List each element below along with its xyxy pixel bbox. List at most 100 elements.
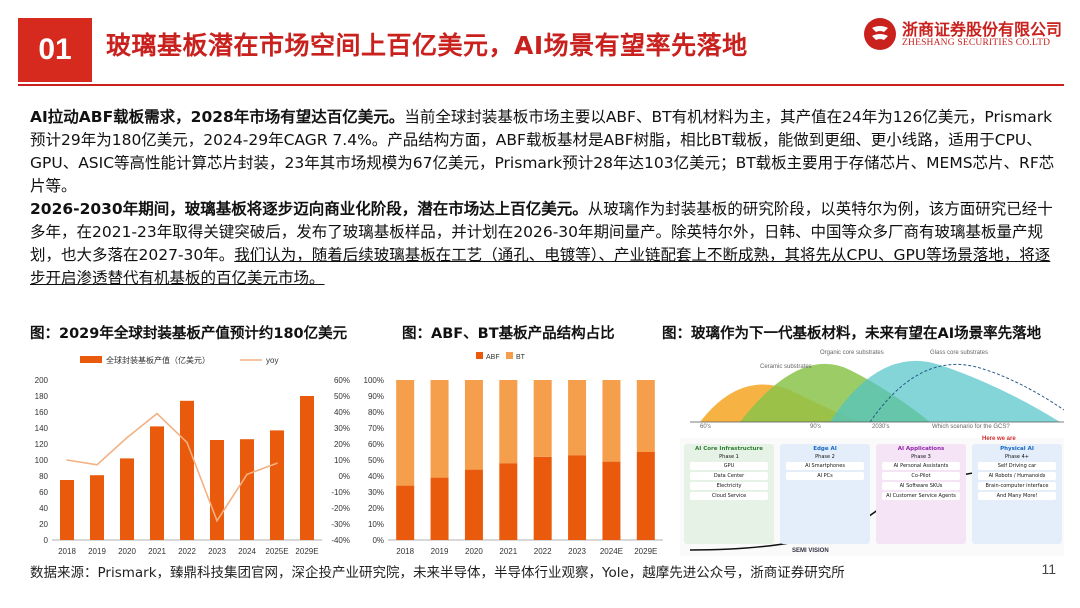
paragraph-abf-demand: AI拉动ABF载板需求，2028年市场有望达百亿美元。当前全球封装基板市场主要以…: [30, 106, 1060, 198]
abf-bt-share-chart: 0% 10% 20% 30% 40% 50% 60% 70% 80% 90% 100% 2018 201…: [364, 352, 663, 556]
phase-item: Brain-computer interface: [978, 482, 1056, 490]
bar-2021: [150, 426, 164, 540]
bar-abf-2020: [464, 469, 483, 540]
y-tick-label: 0%: [372, 536, 384, 545]
curve-label-organic: Organic core substrates: [820, 350, 884, 356]
bar-2024: [240, 439, 254, 540]
ai-phases-panel: Here we are SEMI VISION AI Core Infrastr…: [680, 436, 1064, 556]
yoy-point: [156, 412, 158, 415]
legend-label-abf: ABF: [486, 354, 500, 361]
legend-swatch-abf: [476, 352, 483, 359]
title-divider: [18, 84, 1064, 86]
paragraph-1-text: 当前全球封装基板市场主要以ABF、BT有机材料为主，其产值在24年为126亿美元…: [30, 108, 1055, 195]
y-tick-label: 140: [35, 424, 49, 433]
logo-chinese-name: 浙商证券股份有限公司: [902, 20, 1063, 39]
y2-tick-label: 60%: [334, 376, 350, 385]
phase-item: Electricity: [690, 482, 768, 490]
y2-tick-label: -30%: [331, 520, 350, 529]
bar-abf-2022: [533, 456, 552, 540]
logo-english-name: ZHESHANG SECURITIES CO.LTD: [902, 38, 1051, 48]
bar-bt-2018: [396, 380, 415, 486]
figure-1-title: 图：2029年全球封装基板产值预计约180亿美元: [30, 326, 348, 342]
y2-tick-label: 50%: [334, 392, 350, 401]
y-tick-label: 60%: [368, 440, 384, 449]
y-tick-label: 40: [39, 504, 48, 513]
page-number: 11: [1041, 561, 1056, 577]
y-tick-label: 80%: [368, 408, 384, 417]
bar-2020: [120, 458, 134, 540]
legend-label-bars: 全球封装基板产值（亿美元）: [106, 355, 210, 365]
bar-bt-2024E: [602, 380, 621, 462]
phase-item: GPU: [690, 462, 768, 470]
bar-bt-2021: [499, 380, 518, 464]
x-tick-label: 2029E: [295, 547, 318, 556]
phase-item: AI Customer Service Agents: [882, 492, 960, 500]
y-tick-label: 160: [35, 408, 49, 417]
x-tick-label: 2018: [396, 547, 414, 556]
legend-swatch-bt: [506, 352, 513, 359]
bar-2023: [210, 440, 224, 540]
y2-tick-label: 20%: [334, 440, 350, 449]
y-tick-label: 20%: [368, 504, 384, 513]
bar-2018: [60, 480, 74, 540]
x-tick-label: 2023: [208, 547, 226, 556]
curve-label-glass: Glass core substrates: [930, 350, 989, 356]
x-tick-label: 2018: [58, 547, 76, 556]
phase-item: AI Smartphones: [786, 462, 864, 470]
y-tick-label: 60: [39, 488, 48, 497]
y2-tick-label: -40%: [331, 536, 350, 545]
axis-label-90s: 90's: [810, 424, 821, 430]
bar-bt-2020: [464, 380, 483, 470]
logo-mark-icon: [864, 18, 896, 50]
y2-tick-label: -20%: [331, 504, 350, 513]
y-tick-label: 120: [35, 440, 49, 449]
phase-heading: AI Core Infrastructure: [695, 446, 763, 452]
here-we-are-label: Here we are: [982, 436, 1016, 442]
phase-card-4: Physical AI Phase 4+ Self Driving car AI Ro…: [972, 444, 1062, 544]
phase-item: AI Software SKUs: [882, 482, 960, 490]
bar-abf-2023: [568, 455, 587, 540]
legend-label-yoy: yoy: [266, 356, 278, 365]
y-tick-label: 0: [44, 536, 49, 545]
yoy-point: [186, 441, 188, 444]
y-tick-label: 30%: [368, 488, 384, 497]
packaging-substrate-value-chart: 0 20 40 60 80 100 120 140 160 180 200 -40% -30% -20% -…: [35, 355, 350, 556]
x-tick-label: 2024E: [600, 547, 623, 556]
yoy-point: [246, 473, 248, 476]
paragraph-2-text: 从玻璃作为封装基板的研究阶段，以英特尔为例，该方面研究已经十多年，在2021-2…: [30, 200, 1053, 264]
phase-item: AI Personal Assistants: [882, 462, 960, 470]
bar-abf-2029E: [636, 452, 655, 540]
phase-number: Phase 3: [911, 454, 931, 460]
x-tick-label: 2025E: [265, 547, 288, 556]
phase-number: Phase 1: [719, 454, 739, 460]
bar-abf-2021: [499, 463, 518, 540]
figure-2-title: 图：ABF、BT基板产品结构占比: [402, 326, 615, 342]
bar-2019: [90, 475, 104, 540]
y-tick-label: 20: [39, 520, 48, 529]
x-tick-label: 2020: [465, 547, 483, 556]
y-tick-label: 90%: [368, 392, 384, 401]
bar-2022: [180, 400, 194, 540]
bar-2029E: [300, 396, 314, 540]
yoy-point: [66, 459, 68, 461]
bar-abf-2024E: [602, 461, 621, 540]
paragraph-2-conclusion: 我们认为，随着后续玻璃基板在工艺（通孔、电镀等）、产业链配套上不断成熟，其将先从…: [30, 246, 1051, 287]
phase-number: Phase 4+: [1005, 454, 1029, 460]
bar-abf-2019: [430, 477, 449, 540]
y-tick-label: 180: [35, 392, 49, 401]
bar-bt-2023: [568, 380, 587, 456]
y2-tick-label: -10%: [331, 488, 350, 497]
yoy-point: [276, 462, 278, 464]
phase-item: Cloud Service: [690, 492, 768, 500]
y-tick-label: 40%: [368, 472, 384, 481]
page-title: 玻璃基板潜在市场空间上百亿美元，AI场景有望率先落地: [106, 31, 748, 60]
phase-item: Data Center: [690, 472, 768, 480]
paragraph-1-lead: AI拉动ABF载板需求，2028年市场有望达百亿美元。: [30, 108, 405, 126]
substrate-evolution-curves: [690, 360, 1064, 423]
semi-vision-logo: SEMI VISION: [792, 548, 829, 554]
x-tick-label: 2023: [568, 547, 586, 556]
glass-substrate-roadmap-diagram: Ceramic substrates Organic core substrat…: [680, 350, 1064, 556]
legend-label-bt: BT: [516, 354, 526, 361]
x-tick-label: 2022: [534, 547, 552, 556]
y-tick-label: 100%: [364, 376, 384, 385]
